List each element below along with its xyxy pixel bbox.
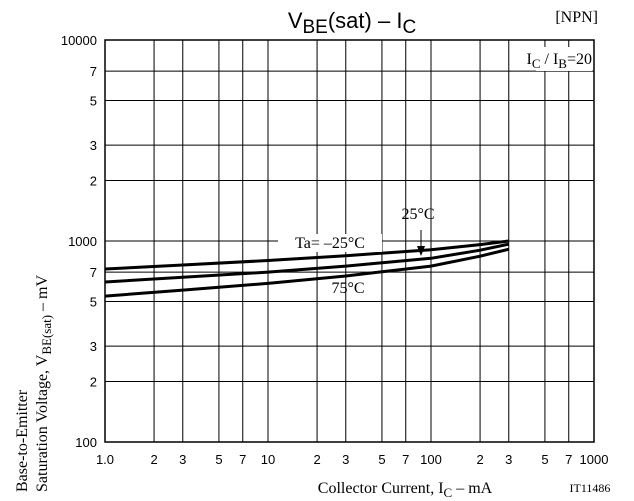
condition-part: / I <box>541 51 559 68</box>
x-label-part: – mA <box>452 480 492 497</box>
curve-labels: Ta= –25°C 25°C 75°C <box>278 206 435 297</box>
x-tick-label: 7 <box>239 452 246 467</box>
y-label-part: – mV <box>34 275 51 315</box>
x-tick-label: 3 <box>179 452 186 467</box>
series-line <box>104 239 509 271</box>
x-tick-label: 5 <box>541 452 548 467</box>
y-label-part: Saturation Voltage, V <box>34 354 51 492</box>
figure-id: IT11486 <box>570 481 611 495</box>
y-axis-label-2: Saturation Voltage, VBE(sat) – mV <box>34 275 54 492</box>
curves <box>104 239 510 298</box>
condition-part: =20 <box>567 51 592 68</box>
x-tick-label: 2 <box>313 452 320 467</box>
chart-title: VBE(sat) – IC <box>288 8 416 38</box>
x-tick-label: 7 <box>565 452 572 467</box>
y-tick-label: 5 <box>90 295 97 310</box>
y-tick-label: 3 <box>90 339 97 354</box>
condition-sub: C <box>532 56 541 71</box>
x-tick-label: 2 <box>476 452 483 467</box>
corner-note: [NPN] <box>555 9 598 26</box>
x-tick-label: 2 <box>150 452 157 467</box>
y-label-sub: BE(sat) <box>39 315 54 355</box>
x-tick-label: 100 <box>420 452 442 467</box>
x-axis-label: Collector Current, IC – mA <box>318 480 493 500</box>
x-tick-label: 1.0 <box>96 452 114 467</box>
y-tick-label: 7 <box>90 265 97 280</box>
title-part: V <box>288 8 303 33</box>
y-tick-label: 2 <box>90 173 97 188</box>
x-tick-label: 1000 <box>580 452 609 467</box>
y-tick-label: 100 <box>75 435 97 450</box>
title-sub: C <box>402 17 416 38</box>
y-tick-label: 10000 <box>61 33 97 48</box>
series-label: 75°C <box>331 280 364 297</box>
condition-sub: B <box>558 56 567 71</box>
title-part: (sat) – I <box>328 8 403 33</box>
title-sub: BE <box>303 17 328 38</box>
series-line <box>104 242 510 284</box>
x-tick-label: 3 <box>505 452 512 467</box>
x-tick-label: 3 <box>342 452 349 467</box>
y-tick-label: 5 <box>90 94 97 109</box>
condition: IC / IB=20 <box>527 51 592 71</box>
condition-box <box>536 47 592 71</box>
label-arrowhead <box>417 246 425 256</box>
plot-frame <box>104 39 595 443</box>
series-label: 25°C <box>401 206 434 223</box>
x-label-part: Collector Current, I <box>318 480 444 497</box>
series-line <box>104 247 510 298</box>
y-axis-label-1: Base-to-Emitter <box>14 389 31 492</box>
x-tick-label: 5 <box>378 452 385 467</box>
y-tick-label: 2 <box>90 374 97 389</box>
x-label-sub: C <box>444 485 453 500</box>
condition-part: I <box>527 51 532 68</box>
y-tick-label: 3 <box>90 138 97 153</box>
label-bg <box>278 234 382 252</box>
y-tick-label: 1000 <box>68 234 97 249</box>
x-tick-label: 5 <box>215 452 222 467</box>
x-tick-label: 7 <box>402 452 409 467</box>
x-tick-label: 10 <box>261 452 275 467</box>
y-tick-label: 7 <box>90 64 97 79</box>
series-label: Ta= –25°C <box>295 235 365 252</box>
